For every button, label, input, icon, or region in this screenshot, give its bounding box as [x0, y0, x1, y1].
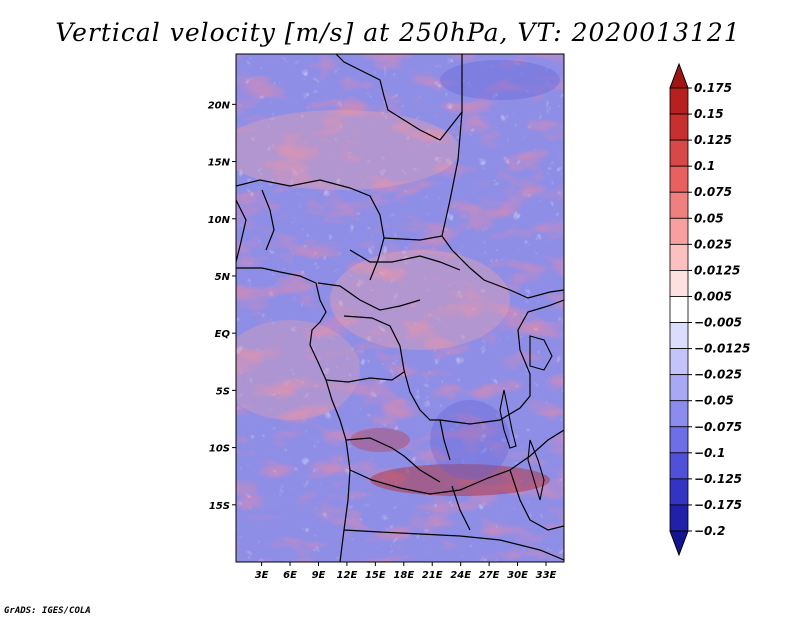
colorbar-swatch	[669, 452, 689, 480]
colorbar-label: 0.1	[694, 159, 715, 173]
colorbar-label: 0.025	[694, 237, 732, 251]
country-borders	[236, 54, 564, 562]
colorbar-label: −0.175	[694, 498, 742, 512]
colorbar-swatch	[669, 139, 689, 167]
colorbar-label: −0.125	[694, 472, 742, 486]
x-tick-label: 15E	[365, 570, 386, 581]
colorbar-bottom-arrow	[669, 530, 689, 557]
colorbar-swatch	[669, 504, 689, 532]
x-tick-label: 30E	[507, 570, 528, 581]
y-tick-label: 5S	[216, 386, 230, 397]
y-tick-label: 15S	[209, 501, 230, 512]
x-tick-label: 3E	[255, 570, 269, 581]
colorbar-label: −0.075	[694, 420, 742, 434]
colorbar-label: 0.0125	[694, 263, 740, 277]
colorbar-swatch	[669, 322, 689, 349]
colorbar-swatch	[669, 426, 689, 454]
colorbar-label: 0.175	[694, 81, 732, 95]
x-tick-label: 27E	[479, 570, 500, 581]
colorbar-label: 0.075	[694, 185, 732, 199]
colorbar-label: −0.0125	[694, 342, 750, 356]
y-tick-label: 10S	[209, 444, 230, 455]
y-tick-label: 10N	[208, 215, 231, 226]
colorbar-label: −0.025	[694, 368, 742, 382]
grads-credit: GrADS: IGES/COLA	[4, 606, 91, 616]
y-tick-label: EQ	[215, 329, 231, 340]
x-tick-label: 21E	[422, 570, 443, 581]
colorbar-swatch	[669, 478, 689, 506]
colorbar-swatch	[669, 348, 689, 376]
x-tick-label: 33E	[536, 570, 557, 581]
chart-title: Vertical velocity [m/s] at 250hPa, VT: 2…	[55, 18, 740, 47]
colorbar-swatch	[669, 217, 689, 245]
colorbar-label: −0.2	[694, 524, 725, 538]
colorbar-label: 0.125	[694, 133, 732, 147]
colorbar-swatch	[669, 374, 689, 402]
x-tick-label: 6E	[283, 570, 297, 581]
x-tick-label: 18E	[393, 570, 414, 581]
colorbar-swatch	[669, 270, 689, 297]
colorbar-swatch	[669, 400, 689, 428]
map-field	[236, 54, 564, 562]
colorbar-label: 0.005	[694, 289, 732, 303]
colorbar-swatch	[669, 113, 689, 141]
colorbar-label: 0.05	[694, 211, 724, 225]
colorbar-swatch	[669, 165, 689, 193]
colorbar-swatch	[669, 87, 689, 115]
colorbar-swatch	[669, 191, 689, 219]
x-tick-label: 24E	[450, 570, 471, 581]
colorbar: 0.175 0.15 0.125 0.1 0.075 0.05 0.025 0.0125 0.0…	[669, 62, 750, 557]
x-tick-label: 9E	[312, 570, 326, 581]
map-frame	[235, 53, 565, 563]
colorbar-top-arrow	[669, 62, 689, 89]
colorbar-swatch	[669, 243, 689, 271]
colorbar-swatch	[669, 296, 689, 323]
y-axis: 20N 15N 10N 5N EQ 5S 10S 15S	[208, 100, 236, 512]
y-tick-label: 15N	[208, 158, 231, 169]
lakes	[499, 335, 553, 501]
colorbar-label: −0.05	[694, 394, 734, 408]
x-tick-label: 12E	[337, 570, 358, 581]
colorbar-label: −0.005	[694, 316, 742, 330]
x-axis: 3E 6E 9E 12E 15E 18E 21E 24E 27E 30E 33E	[255, 562, 557, 581]
colorbar-label: 0.15	[694, 107, 724, 121]
colorbar-label: −0.1	[694, 446, 725, 460]
y-tick-label: 20N	[208, 100, 231, 111]
y-tick-label: 5N	[215, 272, 231, 283]
